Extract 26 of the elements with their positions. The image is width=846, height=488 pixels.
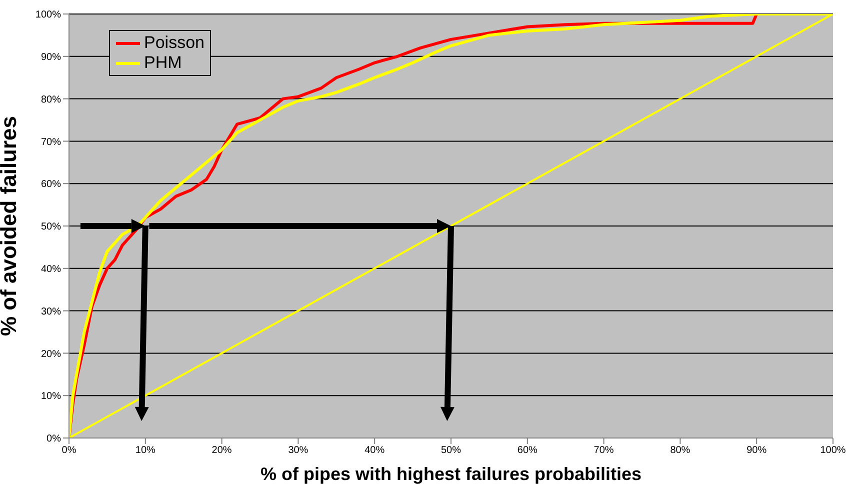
- y-tick-label: 100%: [35, 10, 62, 21]
- y-axis-title: % of avoided failures: [0, 116, 21, 336]
- legend-label: Poisson: [144, 33, 204, 53]
- y-tick-label: 50%: [40, 222, 62, 233]
- y-tick-label: 0%: [46, 434, 62, 445]
- x-tick-label: 50%: [440, 445, 462, 456]
- y-tick-label: 30%: [40, 306, 62, 318]
- x-tick-label: 60%: [517, 445, 538, 456]
- x-axis-title: % of pipes with highest failures probabilities: [260, 464, 642, 484]
- x-tick-label: 30%: [288, 445, 308, 456]
- x-tick-label: 0%: [62, 445, 76, 456]
- y-tick-label: 70%: [40, 136, 62, 148]
- legend-label: PHM: [144, 53, 182, 73]
- x-tick-label: 100%: [820, 445, 846, 456]
- x-tick-label: 90%: [746, 445, 767, 456]
- y-tick-label: 40%: [40, 264, 62, 275]
- y-tick-label: 20%: [40, 348, 62, 360]
- y-tick-label: 90%: [40, 52, 62, 63]
- x-tick-label: 20%: [212, 445, 232, 456]
- y-tick-label: 60%: [40, 179, 62, 190]
- y-tick-label: 80%: [40, 94, 62, 106]
- x-tick-label: 80%: [670, 445, 690, 456]
- x-tick-label: 70%: [594, 445, 614, 456]
- x-tick-label: 10%: [135, 445, 156, 456]
- x-tick-label: 40%: [364, 445, 385, 456]
- y-tick-label: 10%: [40, 391, 62, 402]
